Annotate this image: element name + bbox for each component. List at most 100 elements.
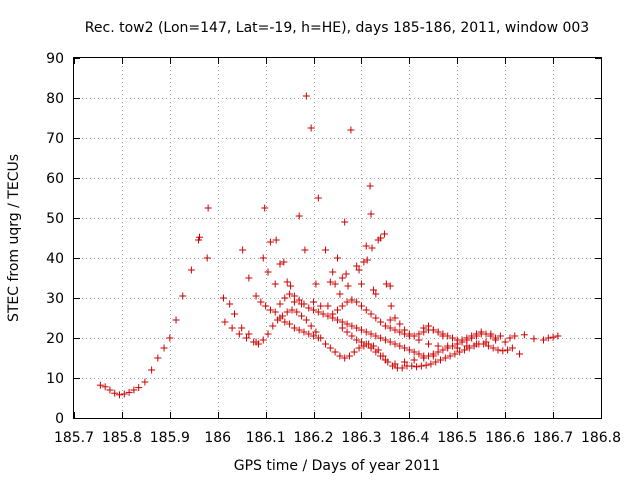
data-point [434, 328, 442, 336]
y-tick-label: 90 [46, 51, 64, 67]
data-point [367, 210, 375, 218]
data-point [343, 298, 351, 306]
data-point [204, 204, 212, 212]
data-point [350, 348, 358, 356]
data-point [410, 356, 418, 364]
data-point [516, 350, 524, 358]
data-point [221, 318, 229, 326]
data-point [154, 354, 162, 362]
data-point [336, 290, 344, 298]
data-point [245, 330, 253, 338]
data-point [266, 238, 274, 246]
data-point [499, 347, 507, 355]
data-point [408, 362, 416, 370]
data-point [387, 302, 395, 310]
data-point [334, 254, 341, 262]
data-point [458, 336, 466, 344]
data-point [314, 308, 322, 316]
data-point [422, 361, 430, 369]
data-point [310, 332, 318, 340]
data-point [437, 356, 445, 364]
data-point [463, 334, 471, 342]
data-point [141, 378, 149, 386]
data-point [295, 326, 303, 334]
data-point [271, 280, 279, 288]
data-point [172, 316, 180, 324]
data-point [348, 332, 356, 340]
data-point [453, 344, 461, 352]
data-point [472, 340, 480, 348]
data-point [369, 286, 377, 294]
x-tick-label: 186.2 [293, 430, 333, 446]
y-tick-label: 80 [46, 91, 64, 107]
data-point [429, 352, 437, 360]
data-point [362, 340, 370, 348]
data-point [274, 316, 282, 324]
data-point [386, 338, 394, 346]
data-point [230, 310, 238, 318]
data-point [314, 194, 322, 202]
data-point [415, 330, 423, 338]
data-point [508, 344, 516, 352]
data-point [322, 246, 330, 254]
data-point [544, 334, 552, 342]
data-point [300, 328, 308, 336]
data-point [368, 244, 376, 252]
data-point [506, 334, 514, 342]
data-point [264, 268, 272, 276]
data-point [496, 332, 504, 340]
data-point [468, 332, 476, 340]
data-point [286, 290, 294, 298]
data-point [283, 278, 291, 286]
data-point [319, 310, 327, 318]
data-point [226, 300, 234, 308]
data-point [160, 344, 168, 352]
grid-lines [74, 58, 601, 418]
data-point [472, 330, 480, 338]
data-point [187, 266, 195, 274]
data-point [357, 326, 365, 334]
data-point [135, 384, 143, 392]
y-tick-label: 40 [46, 251, 64, 267]
data-point [101, 383, 109, 391]
data-point [463, 342, 471, 350]
data-point [439, 346, 447, 354]
data-point [342, 270, 350, 278]
data-point [242, 334, 250, 342]
x-tick-labels: 185.7 185.8 185.9 186 186.1 186.2 186.3 186.4 18… [54, 430, 621, 446]
data-point [148, 366, 156, 374]
x-tick-label: 186.8 [581, 430, 621, 446]
data-point [341, 354, 349, 362]
chart-title: Rec. tow2 (Lon=147, Lat=-19, h=HE), days… [85, 20, 589, 36]
data-point [381, 322, 389, 330]
data-point [336, 352, 344, 360]
data-point [179, 292, 187, 300]
data-point [344, 282, 352, 290]
data-point [276, 260, 284, 268]
data-point [261, 204, 269, 212]
data-point [288, 306, 296, 314]
data-point [381, 336, 389, 344]
data-point [343, 320, 351, 328]
data-point [317, 334, 325, 342]
data-point [307, 322, 315, 330]
data-point [166, 334, 174, 342]
data-point [347, 126, 355, 134]
data-point [377, 334, 385, 342]
data-point [417, 362, 425, 370]
data-point [106, 386, 114, 394]
x-tick-label: 186.7 [533, 430, 573, 446]
data-point [353, 262, 361, 270]
data-point [410, 348, 418, 356]
data-point [489, 344, 497, 352]
data-point [386, 316, 394, 324]
data-point [338, 302, 346, 310]
data-point [446, 352, 454, 360]
data-point [382, 280, 390, 288]
data-point [386, 324, 394, 332]
data-point [380, 230, 388, 238]
data-point [355, 344, 363, 352]
data-point [420, 324, 428, 332]
data-point [295, 296, 303, 304]
x-tick-label: 186 [204, 430, 231, 446]
